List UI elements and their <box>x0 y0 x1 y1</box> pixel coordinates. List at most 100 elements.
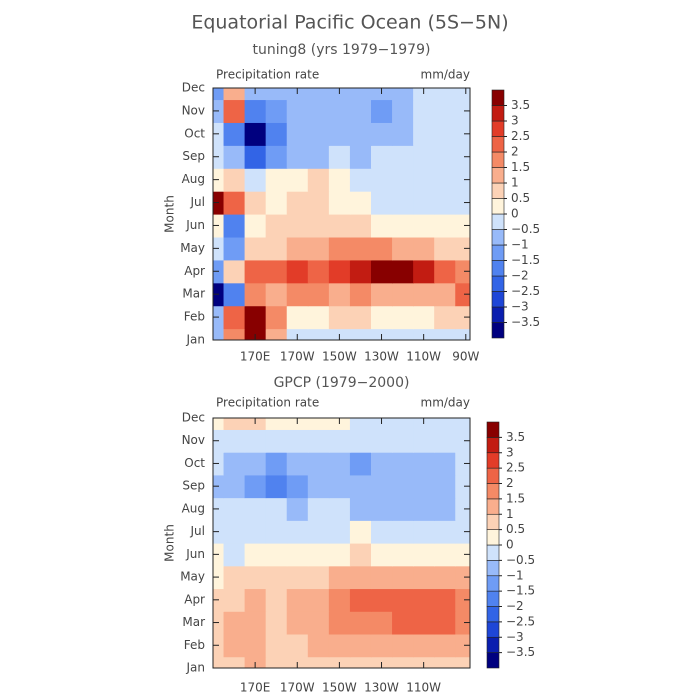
cell <box>370 99 393 123</box>
cell <box>307 236 330 261</box>
cell <box>413 543 435 567</box>
x-tick-label: 110W <box>406 350 441 364</box>
cell <box>392 305 414 330</box>
cell <box>434 588 456 612</box>
colorbar-label: 0 <box>506 538 514 552</box>
colorbar-swatch <box>491 275 505 292</box>
cell <box>223 282 246 307</box>
cell <box>223 418 246 430</box>
colorbar-swatch <box>491 306 505 323</box>
cell <box>244 520 267 544</box>
cell <box>455 452 470 476</box>
x-tick-label: 170W <box>280 681 315 695</box>
cell <box>392 168 414 192</box>
cell <box>455 429 470 453</box>
colorbar-swatch <box>486 483 500 500</box>
cell <box>349 429 372 453</box>
cell <box>265 88 288 101</box>
cell <box>349 145 372 169</box>
cell <box>413 282 435 307</box>
cell <box>349 214 372 238</box>
cell <box>307 99 330 123</box>
cell <box>434 328 456 340</box>
cell <box>413 305 435 330</box>
cell <box>455 99 470 123</box>
colorbar-label: 0.5 <box>506 522 525 536</box>
cell <box>223 588 246 612</box>
cell <box>349 418 372 430</box>
cell <box>223 543 246 567</box>
colorbar-label: 3 <box>511 114 519 128</box>
cell <box>434 282 456 307</box>
colorbar-label: −1 <box>506 568 524 582</box>
colorbar-swatch <box>491 182 505 199</box>
cell <box>349 168 372 192</box>
cell <box>392 520 414 544</box>
cell <box>223 88 246 101</box>
cell <box>413 520 435 544</box>
colorbar-swatch <box>491 198 505 215</box>
y-tick-label: Nov <box>182 433 205 447</box>
y-tick-label: Nov <box>182 103 205 117</box>
cell <box>265 99 288 123</box>
cell <box>349 633 372 658</box>
cell <box>349 497 372 521</box>
cell <box>265 259 288 284</box>
cell <box>434 214 456 238</box>
cell <box>307 168 330 192</box>
cell <box>265 497 288 521</box>
cell <box>244 305 267 330</box>
cell <box>370 168 393 192</box>
cell <box>349 305 372 330</box>
colorbar-label: 1 <box>506 507 514 521</box>
cell <box>349 122 372 146</box>
cell <box>223 611 246 635</box>
colorbar-label: −0.5 <box>511 222 540 236</box>
cell <box>328 282 351 307</box>
cell <box>307 429 330 453</box>
cell <box>392 259 414 284</box>
cell <box>286 520 309 544</box>
cell <box>223 429 246 453</box>
y-tick-label: Jul <box>190 524 205 538</box>
colorbar-swatch <box>486 560 500 577</box>
plot-frame <box>212 87 471 341</box>
cell <box>223 497 246 521</box>
cell <box>265 145 288 169</box>
cell <box>370 520 393 544</box>
cell <box>307 474 330 499</box>
colorbar-swatch <box>491 120 505 137</box>
cell <box>370 633 393 658</box>
cell <box>370 305 393 330</box>
y-tick-label: May <box>180 241 205 255</box>
cell <box>413 611 435 635</box>
cell <box>244 633 267 658</box>
cell <box>223 122 246 146</box>
cell <box>286 259 309 284</box>
colorbar-swatch <box>486 636 500 653</box>
colorbar-label: −1.5 <box>511 253 540 267</box>
cell <box>328 565 351 590</box>
cell <box>413 145 435 169</box>
cell <box>307 259 330 284</box>
cell <box>413 214 435 238</box>
cell <box>307 497 330 521</box>
cell <box>413 259 435 284</box>
colorbar-label: −3 <box>511 300 529 314</box>
cell <box>307 282 330 307</box>
y-tick-label: Aug <box>182 501 205 515</box>
cell <box>223 474 246 499</box>
cell <box>392 543 414 567</box>
cell <box>328 214 351 238</box>
cell <box>370 588 393 612</box>
cell <box>328 236 351 261</box>
cell <box>265 305 288 330</box>
cell <box>370 259 393 284</box>
cell <box>244 588 267 612</box>
cell <box>223 145 246 169</box>
cell <box>392 88 414 101</box>
colorbar-label: −2 <box>506 599 524 613</box>
cell <box>307 88 330 101</box>
cell <box>223 520 246 544</box>
